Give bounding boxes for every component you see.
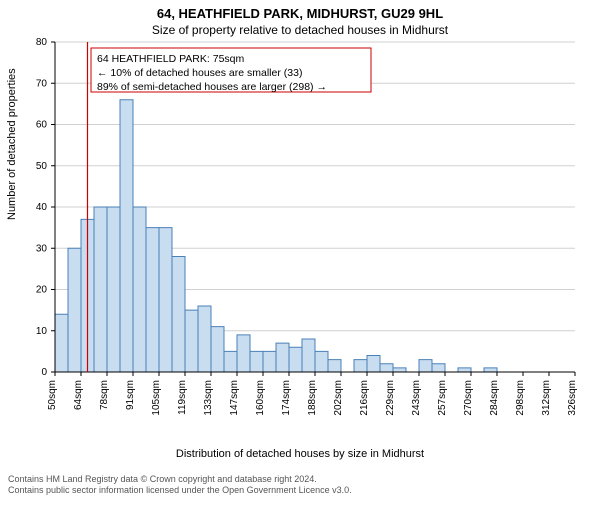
svg-text:78sqm: 78sqm	[99, 380, 110, 410]
svg-text:60: 60	[36, 120, 48, 131]
svg-text:284sqm: 284sqm	[489, 380, 500, 416]
svg-text:243sqm: 243sqm	[411, 380, 422, 416]
svg-text:40: 40	[36, 202, 48, 213]
title-sub: Size of property relative to detached ho…	[0, 23, 600, 37]
svg-text:326sqm: 326sqm	[567, 380, 578, 416]
svg-text:89% of semi-detached houses ar: 89% of semi-detached houses are larger (…	[97, 81, 327, 93]
svg-text:229sqm: 229sqm	[385, 380, 396, 416]
svg-text:160sqm: 160sqm	[255, 380, 266, 416]
svg-text:91sqm: 91sqm	[125, 380, 136, 410]
svg-text:50sqm: 50sqm	[47, 380, 58, 410]
svg-text:64sqm: 64sqm	[73, 380, 84, 410]
footer-line-1: Contains HM Land Registry data © Crown c…	[8, 474, 592, 485]
svg-text:← 10% of detached houses are s: ← 10% of detached houses are smaller (33…	[97, 67, 302, 79]
svg-text:105sqm: 105sqm	[151, 380, 162, 416]
svg-text:119sqm: 119sqm	[177, 380, 188, 415]
svg-text:70: 70	[36, 78, 48, 89]
svg-text:270sqm: 270sqm	[463, 380, 474, 416]
histogram-chart: 0102030405060708050sqm64sqm78sqm91sqm105…	[55, 42, 575, 412]
title-main: 64, HEATHFIELD PARK, MIDHURST, GU29 9HL	[0, 6, 600, 21]
svg-text:298sqm: 298sqm	[515, 380, 526, 416]
svg-text:50: 50	[36, 161, 48, 172]
x-axis-label: Distribution of detached houses by size …	[0, 448, 600, 460]
footer-line-2: Contains public sector information licen…	[8, 485, 592, 496]
svg-text:30: 30	[36, 243, 48, 254]
svg-text:0: 0	[41, 367, 47, 378]
svg-text:174sqm: 174sqm	[281, 380, 292, 416]
svg-text:10: 10	[36, 326, 48, 337]
svg-text:188sqm: 188sqm	[307, 380, 318, 416]
y-axis-label: Number of detached properties	[6, 68, 18, 220]
svg-text:312sqm: 312sqm	[541, 380, 552, 416]
svg-text:202sqm: 202sqm	[333, 380, 344, 416]
svg-text:257sqm: 257sqm	[437, 380, 448, 416]
svg-text:147sqm: 147sqm	[229, 380, 240, 416]
chart-area: 0102030405060708050sqm64sqm78sqm91sqm105…	[55, 42, 575, 412]
svg-text:216sqm: 216sqm	[359, 380, 370, 416]
svg-text:64 HEATHFIELD PARK: 75sqm: 64 HEATHFIELD PARK: 75sqm	[97, 53, 244, 65]
footer-attribution: Contains HM Land Registry data © Crown c…	[8, 474, 592, 496]
svg-text:20: 20	[36, 285, 48, 296]
svg-text:80: 80	[36, 37, 48, 48]
svg-text:133sqm: 133sqm	[203, 380, 214, 416]
